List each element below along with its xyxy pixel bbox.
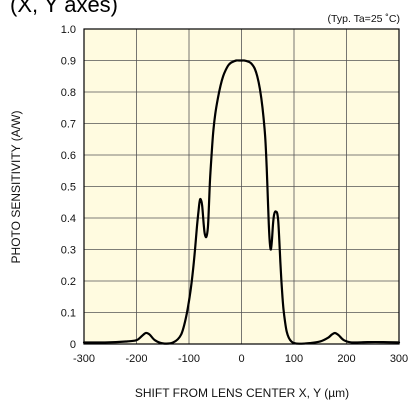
y-axis: 0 0.1 0.2 0.3 0.4 0.5 0.6 0.7 0.8 0.9 1.0 xyxy=(61,24,76,351)
y-tick-label: 0.4 xyxy=(61,213,76,225)
chart-title: (X, Y axes) xyxy=(10,0,118,17)
x-axis: -300 -200 -100 0 100 200 300 xyxy=(73,353,408,365)
x-tick-label: 300 xyxy=(390,353,408,365)
y-tick-label: 0.7 xyxy=(61,119,76,131)
x-axis-label: SHIFT FROM LENS CENTER X, Y (µm) xyxy=(135,386,349,400)
measurement-note: (Typ. Ta=25 ˚C) xyxy=(328,13,400,25)
y-tick-label: 1.0 xyxy=(61,24,76,36)
y-tick-label: 0.1 xyxy=(61,308,76,320)
sensitivity-curve xyxy=(82,59,401,345)
plot-frame xyxy=(83,28,400,345)
x-tick-label: -100 xyxy=(178,353,200,365)
x-tick-label: 100 xyxy=(285,353,303,365)
x-tick-label: 200 xyxy=(337,353,355,365)
x-tick-label: -200 xyxy=(125,353,147,365)
y-tick-label: 0.5 xyxy=(61,182,76,194)
y-tick-label: 0.9 xyxy=(61,56,76,68)
y-tick-label: 0.6 xyxy=(61,150,76,162)
x-tick-label: 0 xyxy=(238,353,244,365)
x-tick-label: -300 xyxy=(73,353,95,365)
y-tick-label: 0 xyxy=(70,339,76,351)
y-tick-label: 0.3 xyxy=(61,245,76,257)
y-axis-label: PHOTO SENSITIVITY (A/W) xyxy=(9,111,23,264)
series-layer xyxy=(82,59,401,345)
y-tick-label: 0.8 xyxy=(61,87,76,99)
y-tick-label: 0.2 xyxy=(61,276,76,288)
